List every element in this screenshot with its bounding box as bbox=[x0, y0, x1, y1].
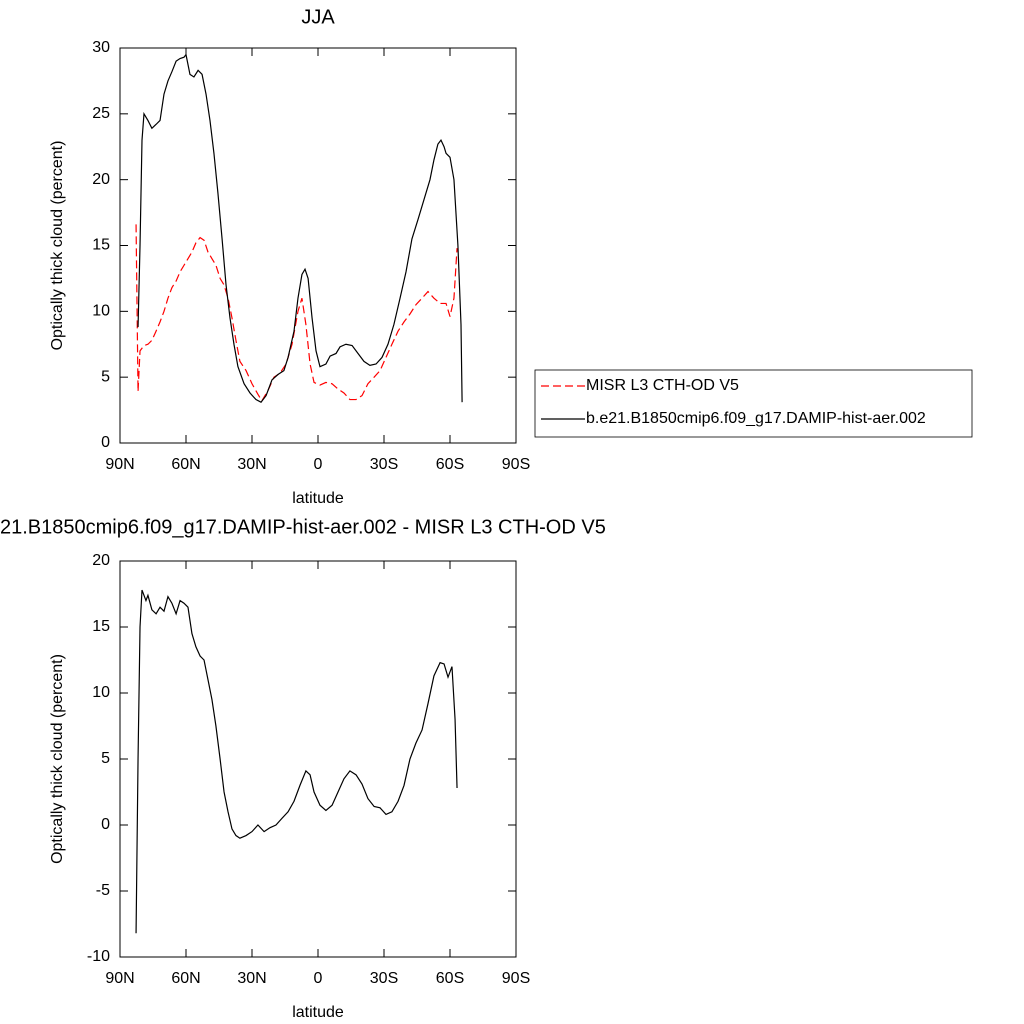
x-tick-label: 90N bbox=[105, 970, 134, 987]
x-axis-label: latitude bbox=[292, 490, 344, 507]
legend-label: b.e21.B1850cmip6.f09_g17.DAMIP-hist-aer.… bbox=[586, 410, 926, 427]
x-tick-label: 30N bbox=[237, 970, 266, 987]
legend-box bbox=[534, 369, 973, 438]
x-tick-label: 60S bbox=[436, 456, 464, 473]
y-tick-label: 5 bbox=[101, 368, 110, 385]
x-tick-label: 90N bbox=[105, 456, 134, 473]
x-tick-label: 90S bbox=[502, 456, 530, 473]
y-tick-label: 15 bbox=[92, 237, 110, 254]
legend-label: MISR L3 CTH-OD V5 bbox=[586, 377, 739, 394]
x-tick-label: 60N bbox=[171, 456, 200, 473]
x-axis-label: latitude bbox=[292, 1004, 344, 1021]
y-tick-label: 10 bbox=[92, 303, 110, 320]
y-tick-label: 0 bbox=[101, 816, 110, 833]
x-tick-label: 90S bbox=[502, 970, 530, 987]
x-tick-label: 60N bbox=[171, 970, 200, 987]
y-tick-label: 20 bbox=[92, 171, 110, 188]
x-tick-label: 30S bbox=[370, 456, 398, 473]
data-line bbox=[137, 53, 463, 403]
x-tick-label: 0 bbox=[314, 456, 323, 473]
y-tick-label: -5 bbox=[96, 882, 110, 899]
y-tick-label: 15 bbox=[92, 618, 110, 635]
y-tick-label: 10 bbox=[92, 684, 110, 701]
x-tick-label: 30S bbox=[370, 970, 398, 987]
y-tick-label: 0 bbox=[101, 434, 110, 451]
y-tick-label: 30 bbox=[92, 39, 110, 56]
y-axis-label: Optically thick cloud (percent) bbox=[49, 141, 66, 351]
data-line bbox=[135, 589, 458, 934]
chart-title: JJA bbox=[301, 6, 335, 28]
y-tick-label: 20 bbox=[92, 552, 110, 569]
y-tick-label: -10 bbox=[87, 948, 110, 965]
x-tick-label: 60S bbox=[436, 970, 464, 987]
y-axis-label: Optically thick cloud (percent) bbox=[49, 654, 66, 864]
plot-frame bbox=[119, 47, 517, 444]
x-tick-label: 0 bbox=[314, 970, 323, 987]
y-tick-label: 25 bbox=[92, 105, 110, 122]
chart-title: 21.B1850cmip6.f09_g17.DAMIP-hist-aer.002… bbox=[0, 516, 606, 538]
data-line bbox=[135, 224, 458, 403]
y-tick-label: 5 bbox=[101, 750, 110, 767]
x-tick-label: 30N bbox=[237, 456, 266, 473]
